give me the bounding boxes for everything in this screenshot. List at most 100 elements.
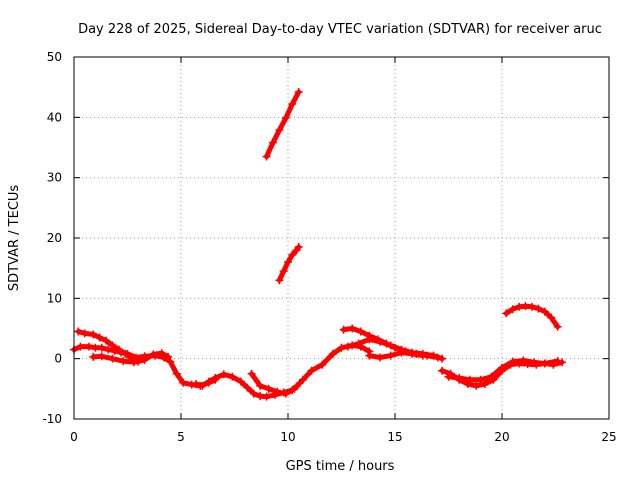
data-point [243, 383, 252, 392]
data-point [236, 377, 245, 386]
data-point [354, 339, 363, 348]
data-point [527, 302, 536, 311]
x-axis-label: GPS time / hours [286, 459, 395, 474]
x-tick-label: 0 [70, 430, 78, 444]
data-point [408, 349, 417, 358]
data-point [397, 348, 406, 357]
data-point [102, 336, 111, 345]
data-point [519, 356, 528, 365]
data-point [444, 372, 453, 381]
data-point [179, 378, 188, 387]
data-point [429, 351, 438, 360]
data-point [284, 258, 292, 267]
data-point [264, 384, 273, 393]
x-tick-label: 20 [494, 430, 509, 444]
data-point [487, 372, 496, 381]
data-point [164, 352, 173, 361]
data-series [70, 87, 566, 401]
data-point [262, 392, 271, 401]
data-track [75, 329, 141, 365]
data-point [273, 387, 282, 396]
data-point [294, 87, 303, 96]
data-point [386, 351, 395, 360]
y-tick-label: 40 [47, 110, 62, 124]
data-point [386, 341, 395, 350]
data-point [281, 113, 290, 122]
data-point [108, 354, 117, 363]
data-point [104, 345, 113, 354]
x-tick-label: 5 [177, 430, 185, 444]
data-point [275, 276, 284, 285]
data-point [281, 389, 290, 398]
data-point [547, 313, 556, 322]
x-tick-label: 15 [387, 430, 402, 444]
y-tick-label: 20 [47, 231, 62, 245]
chart-title: Day 228 of 2025, Sidereal Day-to-day VTE… [78, 22, 602, 37]
data-point [553, 357, 562, 366]
data-point [249, 389, 258, 398]
data-point [97, 343, 106, 352]
data-point [418, 351, 427, 360]
data-point [328, 349, 337, 358]
data-point [275, 126, 284, 135]
data-point [256, 381, 265, 390]
plot-border [73, 56, 610, 420]
data-point [172, 369, 181, 378]
data-point [339, 325, 348, 334]
data-point [553, 322, 562, 331]
data-point [119, 357, 128, 366]
data-point [76, 342, 85, 351]
y-axis-label: SDTVAR / TECUs [7, 185, 22, 292]
data-point [157, 349, 166, 358]
ticks: 0 5 10 15 20 25 -10 0 10 20 30 40 50 [42, 50, 616, 444]
data-point [89, 352, 98, 361]
data-point [356, 327, 365, 336]
data-point [508, 305, 517, 314]
data-point [97, 352, 106, 361]
data-point [534, 304, 543, 313]
data-point [211, 373, 220, 382]
y-tick-label: 50 [47, 50, 62, 64]
data-point [476, 375, 485, 384]
data-point [279, 267, 288, 276]
data-point [298, 375, 307, 384]
data-point [508, 357, 517, 366]
data-point [290, 384, 299, 393]
data-point [365, 335, 374, 344]
data-point [288, 250, 297, 259]
data-point [228, 372, 237, 381]
data-point [95, 333, 104, 342]
data-point [198, 381, 207, 390]
data-point [455, 373, 464, 382]
data-point [140, 355, 149, 364]
data-point [219, 370, 228, 379]
data-point [472, 381, 481, 390]
data-point [80, 329, 89, 338]
data-point [129, 358, 138, 367]
data-point [498, 363, 506, 372]
data-point [540, 359, 549, 368]
data-point [247, 369, 256, 378]
data-point [480, 380, 489, 389]
data-point [318, 360, 327, 369]
y-tick-label: -10 [42, 412, 62, 426]
data-point [337, 343, 346, 352]
data-point [376, 337, 385, 346]
data-point [438, 366, 447, 375]
data-point [530, 358, 539, 367]
x-tick-label: 10 [280, 430, 295, 444]
data-point [114, 345, 123, 354]
data-point [262, 152, 271, 161]
data-point [191, 380, 200, 389]
data-point [294, 243, 303, 252]
data-point [376, 353, 385, 362]
y-tick-label: 0 [54, 352, 62, 366]
y-tick-label: 30 [47, 171, 62, 185]
data-point [108, 341, 117, 350]
data-point [438, 354, 447, 363]
data-point [465, 375, 474, 384]
data-point [540, 307, 549, 316]
data-point [343, 342, 352, 351]
data-point [121, 349, 130, 358]
